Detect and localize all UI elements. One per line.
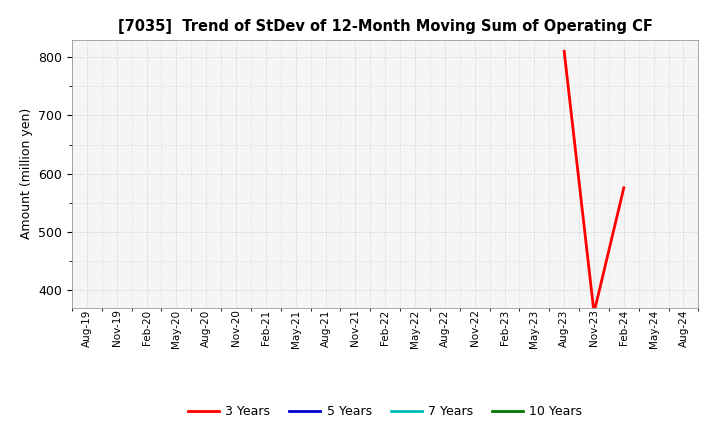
Legend: 3 Years, 5 Years, 7 Years, 10 Years: 3 Years, 5 Years, 7 Years, 10 Years [183, 400, 588, 423]
Y-axis label: Amount (million yen): Amount (million yen) [19, 108, 32, 239]
Title: [7035]  Trend of StDev of 12-Month Moving Sum of Operating CF: [7035] Trend of StDev of 12-Month Moving… [118, 19, 652, 34]
